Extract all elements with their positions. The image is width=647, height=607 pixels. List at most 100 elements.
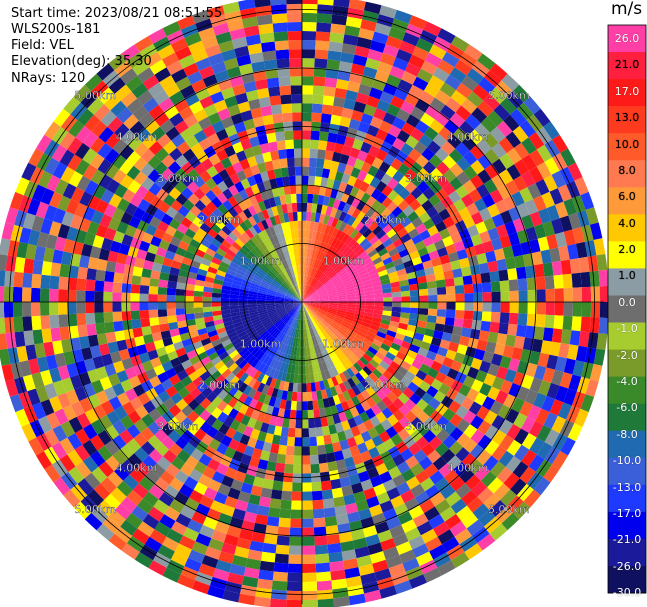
velocity-gate: [349, 341, 359, 351]
velocity-gate: [247, 304, 258, 308]
velocity-gate: [366, 397, 377, 409]
velocity-gate: [188, 330, 199, 339]
velocity-gate: [320, 113, 332, 124]
velocity-gate: [168, 187, 182, 200]
velocity-gate: [302, 365, 306, 375]
velocity-gate: [599, 302, 610, 319]
velocity-gate: [342, 320, 352, 327]
velocity-gate: [132, 327, 143, 338]
velocity-gate: [477, 420, 492, 435]
velocity-gate: [462, 179, 477, 194]
velocity-gate: [54, 408, 69, 425]
colorbar-swatch: [608, 322, 646, 350]
velocity-gate: [533, 195, 547, 212]
velocity-gate: [461, 327, 472, 338]
velocity-gate: [306, 346, 311, 356]
velocity-gate: [203, 342, 214, 352]
velocity-gate: [87, 334, 99, 348]
velocity-gate: [14, 376, 28, 395]
velocity-gate: [342, 277, 352, 284]
velocity-gate: [308, 276, 313, 286]
velocity-gate: [167, 315, 178, 324]
velocity-gate: [362, 318, 372, 325]
velocity-gate: [461, 75, 479, 92]
velocity-gate: [150, 463, 166, 478]
velocity-gate: [266, 304, 276, 308]
velocity-gate: [478, 510, 496, 527]
velocity-gate: [327, 358, 335, 368]
velocity-gate: [263, 59, 278, 70]
velocity-gate: [382, 287, 392, 294]
colorbar-tick-label: -1.0: [616, 322, 638, 336]
velocity-gate: [436, 286, 447, 295]
velocity-gate: [289, 308, 297, 316]
velocity-gate: [450, 498, 467, 514]
velocity-gate: [511, 243, 523, 257]
velocity-gate: [289, 288, 297, 296]
velocity-gate: [229, 334, 240, 343]
velocity-gate: [227, 195, 238, 207]
velocity-gate: [130, 237, 142, 249]
colorbar-swatch: [608, 566, 646, 594]
velocity-gate: [300, 302, 302, 311]
velocity-gate: [183, 527, 200, 542]
velocity-gate: [283, 381, 290, 392]
velocity-gate: [303, 329, 306, 339]
velocity-gate: [199, 170, 212, 183]
velocity-gate: [352, 54, 368, 67]
velocity-gate: [309, 318, 315, 327]
velocity-gate: [302, 320, 305, 330]
velocity-gate: [351, 339, 361, 348]
velocity-gate: [269, 415, 278, 426]
velocity-gate: [205, 414, 217, 427]
velocity-gate: [106, 410, 121, 425]
velocity-gate: [317, 222, 323, 233]
velocity-gate: [171, 521, 188, 536]
velocity-gate: [213, 278, 224, 286]
velocity-gate: [239, 221, 249, 232]
velocity-gate: [53, 477, 71, 496]
velocity-gate: [319, 295, 329, 299]
velocity-gate: [314, 314, 322, 323]
velocity-gate: [423, 506, 440, 521]
velocity-gate: [324, 266, 333, 276]
velocity-gate: [236, 327, 246, 335]
velocity-gate: [332, 5, 349, 17]
velocity-gate: [276, 308, 286, 313]
velocity-gate: [364, 375, 375, 387]
velocity-gate: [150, 126, 166, 141]
velocity-gate: [403, 238, 415, 249]
velocity-gate: [289, 327, 294, 337]
velocity-gate: [311, 300, 321, 302]
velocity-gate: [148, 285, 159, 295]
velocity-gate: [287, 166, 296, 177]
velocity-gate: [270, 268, 278, 277]
velocity-gate: [173, 253, 184, 263]
velocity-gate: [416, 275, 427, 284]
velocity-gate: [96, 333, 108, 346]
velocity-gate: [203, 252, 214, 262]
velocity-gate: [410, 187, 423, 200]
velocity-gate: [83, 232, 96, 246]
velocity-gate: [211, 306, 222, 312]
velocity-gate: [282, 250, 288, 260]
velocity-gate: [230, 290, 240, 296]
velocity-gate: [358, 508, 372, 521]
velocity-gate: [94, 312, 105, 324]
velocity-gate: [508, 358, 521, 372]
velocity-gate: [492, 158, 507, 175]
velocity-gate: [279, 158, 288, 169]
velocity-gate: [76, 313, 87, 326]
velocity-gate: [252, 320, 262, 327]
velocity-gate: [454, 220, 467, 233]
velocity-gate: [189, 205, 202, 217]
velocity-gate: [513, 142, 530, 160]
velocity-gate: [400, 290, 411, 297]
velocity-gate: [98, 414, 113, 430]
velocity-gate: [84, 180, 99, 196]
velocity-gate: [246, 175, 257, 187]
velocity-gate: [317, 598, 335, 607]
velocity-gate: [308, 418, 316, 429]
velocity-gate: [293, 285, 298, 295]
velocity-gate: [479, 230, 491, 244]
